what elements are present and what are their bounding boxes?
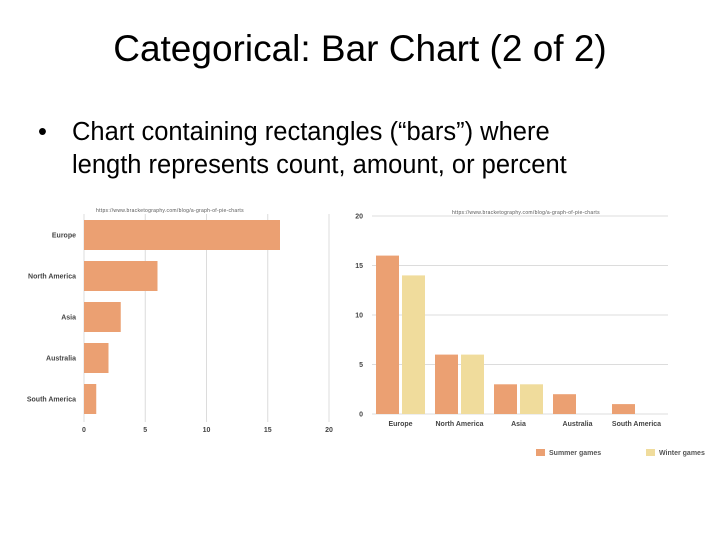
x-tick-label: 10 — [203, 427, 211, 434]
category-label: Asia — [61, 315, 76, 322]
category-label: South America — [612, 421, 661, 428]
y-tick-label: 0 — [359, 412, 363, 419]
x-tick-label: 20 — [325, 427, 333, 434]
bar — [84, 343, 109, 373]
bar — [612, 404, 635, 414]
bar — [84, 261, 158, 291]
bar — [461, 354, 484, 414]
x-tick-label: 0 — [82, 427, 86, 434]
category-label: Asia — [511, 421, 526, 428]
bullet-line-2: length represents count, amount, or perc… — [72, 151, 567, 179]
bar — [376, 255, 399, 414]
category-label: North America — [28, 274, 76, 281]
horizontal-bar-chart: Europe North America Asia Australia South Am… — [27, 208, 333, 434]
legend-label: Summer games — [549, 450, 601, 457]
x-tick-label: 15 — [264, 427, 272, 434]
legend-label: Winter games — [659, 450, 705, 457]
category-label: Australia — [563, 421, 593, 428]
category-label: South America — [27, 397, 76, 404]
category-label: Europe — [388, 421, 412, 428]
bar — [435, 354, 458, 414]
category-label: Australia — [46, 356, 76, 363]
bullet-line-1: Chart containing rectangles (“bars”) whe… — [72, 118, 550, 146]
category-label: Europe — [52, 233, 76, 240]
legend-swatch — [646, 449, 655, 456]
bar — [494, 384, 517, 414]
category-label: North America — [436, 421, 484, 428]
y-tick-label: 5 — [359, 362, 363, 369]
bar — [402, 275, 425, 414]
legend-swatch — [536, 449, 545, 456]
y-tick-label: 20 — [355, 214, 363, 221]
bar — [84, 220, 280, 250]
bar — [553, 394, 576, 414]
grouped-bar-chart: Europe North America Asia Australia South Am… — [355, 210, 705, 457]
y-tick-label: 10 — [355, 313, 363, 320]
chart-source-note: https://www.bracketography.com/blog/a-gr… — [96, 208, 244, 214]
bullet-dot: • — [38, 118, 47, 146]
bullet-point: • Chart containing rectangles (“bars”) w… — [38, 116, 698, 182]
chart-source-note: https://www.bracketography.com/blog/a-gr… — [452, 210, 600, 216]
bar — [84, 302, 121, 332]
slide-title: Categorical: Bar Chart (2 of 2) — [113, 28, 607, 69]
bar — [520, 384, 543, 414]
bar — [84, 384, 97, 414]
x-tick-label: 5 — [143, 427, 147, 434]
y-tick-label: 15 — [355, 263, 363, 270]
